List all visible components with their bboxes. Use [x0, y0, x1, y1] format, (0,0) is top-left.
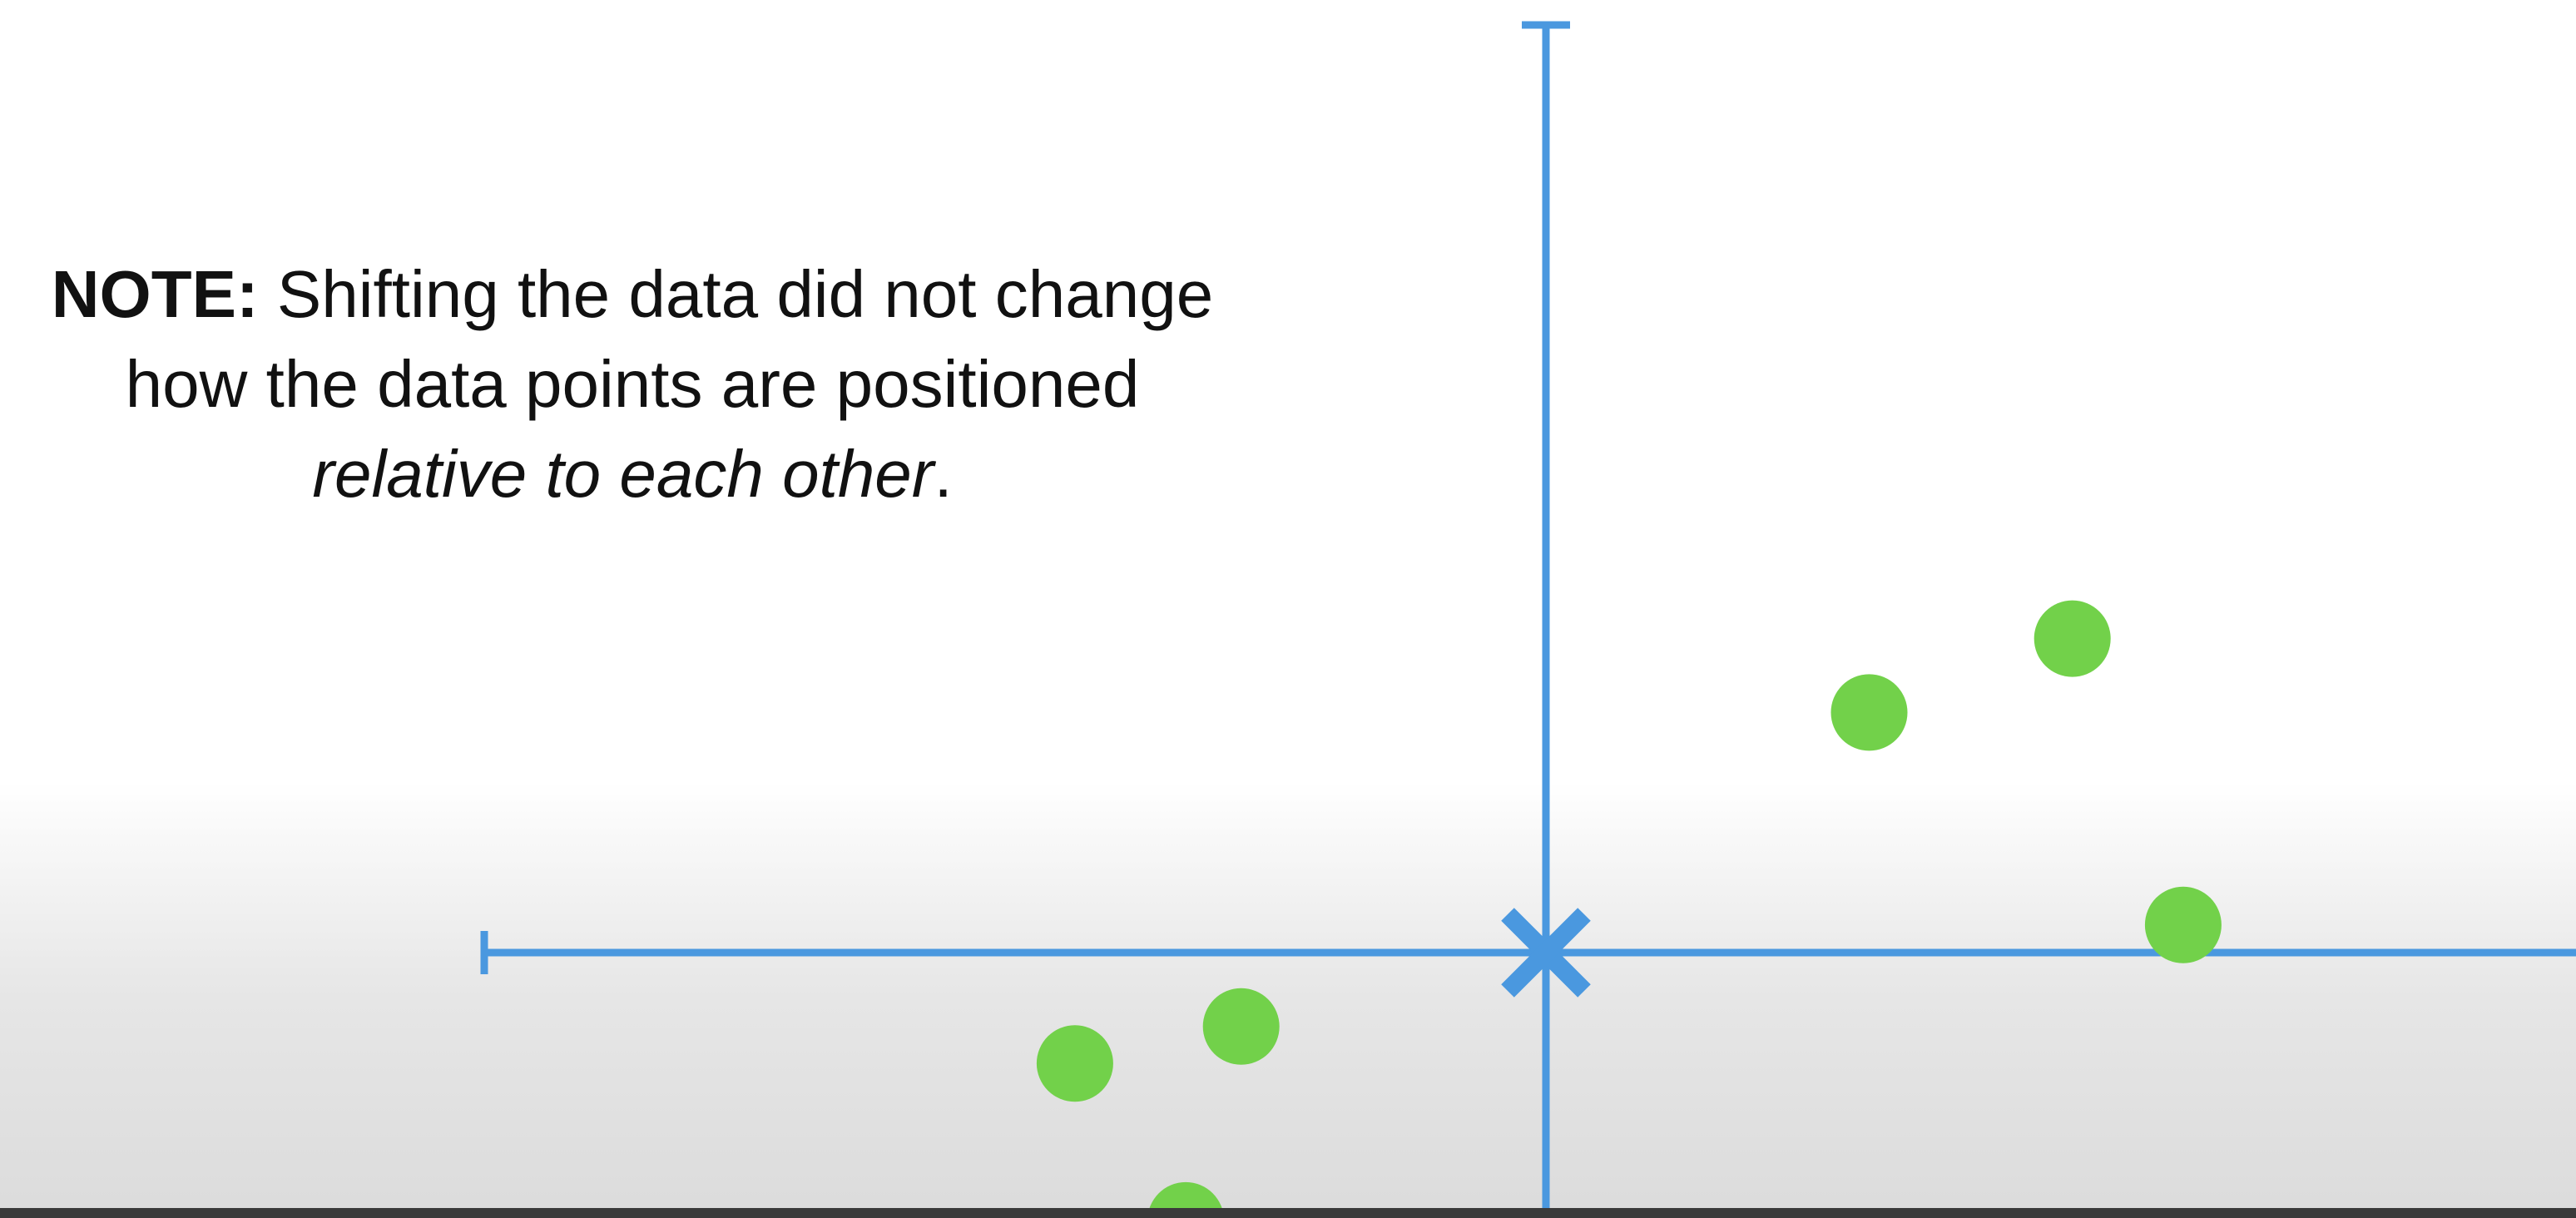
data-point-6 — [1149, 1181, 1222, 1208]
note-label: NOTE: — [51, 257, 259, 331]
data-point-2 — [2034, 600, 2111, 677]
x-marker-stroke-2 — [1501, 908, 1591, 998]
video-bottom-bar — [0, 1208, 2576, 1218]
note-body: Shifting the data did not change how the… — [125, 257, 1214, 421]
data-point-3 — [2144, 886, 2222, 963]
note-text: NOTE: Shifting the data did not change h… — [50, 250, 1215, 519]
data-point-1 — [1830, 674, 1908, 751]
data-point-5 — [1202, 988, 1280, 1065]
x-marker-icon — [1501, 908, 1591, 998]
note-emphasis: relative to each other — [312, 437, 934, 511]
note-period: . — [934, 437, 953, 511]
data-point-4 — [1036, 1025, 1113, 1102]
data-points — [1036, 600, 2222, 1208]
axes — [480, 21, 2576, 1208]
